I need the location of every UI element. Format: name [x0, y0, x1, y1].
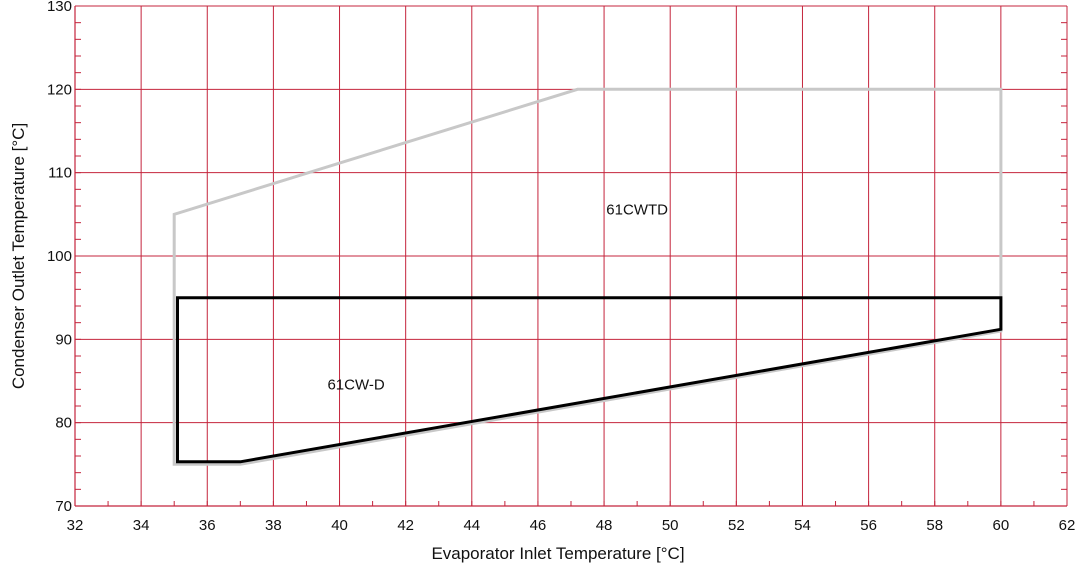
y-tick-label: 100 [47, 248, 72, 265]
y-tick-label: 110 [48, 165, 72, 182]
region-labels: 61CWTD 61CW-D [327, 201, 668, 393]
axes [74, 6, 1067, 507]
x-tick-label: 34 [133, 517, 150, 534]
series-61cw-d-outline [176, 296, 1003, 464]
x-tick-label: 46 [530, 517, 547, 534]
series-61cw-d-label: 61CW-D [327, 376, 384, 393]
series-61cwtd-label: 61CWTD [606, 201, 668, 218]
major-gridlines [74, 5, 1068, 507]
x-tick-label: 48 [596, 517, 613, 534]
x-tick-label: 56 [860, 517, 877, 534]
x-tick-label: 62 [1059, 517, 1075, 534]
x-tick-label: 44 [463, 517, 480, 534]
x-tick-label: 50 [662, 517, 679, 534]
y-tick-label: 120 [47, 81, 72, 98]
x-tick-label: 32 [67, 517, 84, 534]
y-axis-title: Condenser Outlet Temperature [°C] [9, 123, 28, 389]
y-tick-label: 130 [47, 0, 72, 15]
x-tick-label: 40 [331, 517, 348, 534]
y-tick-label: 70 [55, 498, 72, 515]
x-tick-label: 54 [794, 517, 811, 534]
x-tick-label: 38 [265, 517, 282, 534]
x-tick-label: 36 [199, 517, 216, 534]
x-axis-title: Evaporator Inlet Temperature [°C] [431, 544, 684, 563]
y-tick-label: 80 [55, 415, 72, 432]
y-tick-labels: 70 80 90 100 110 120 130 [47, 0, 72, 515]
x-tick-label: 42 [397, 517, 414, 534]
y-tick-label: 90 [55, 331, 72, 348]
series-61cwtd-outline [172, 87, 1003, 466]
x-tick-label: 58 [926, 517, 943, 534]
x-tick-label: 52 [728, 517, 745, 534]
x-tick-labels: 32 34 36 38 40 42 44 46 48 50 52 54 56 58 60 62 [67, 517, 1075, 534]
x-tick-label: 60 [993, 517, 1010, 534]
series-layer [172, 87, 1003, 466]
